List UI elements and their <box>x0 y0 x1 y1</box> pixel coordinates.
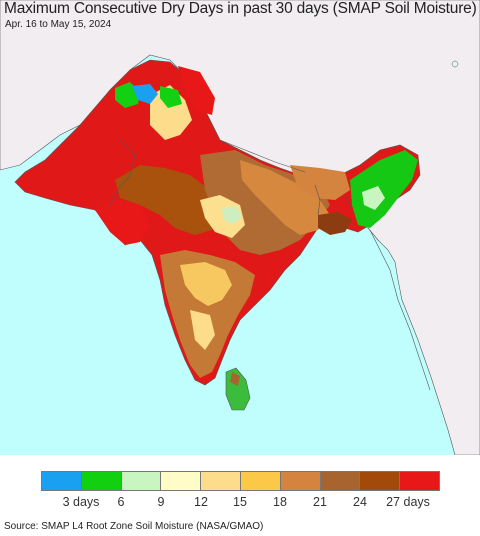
legend-label: 12 <box>194 495 208 509</box>
legend-label: 27 days <box>386 495 430 509</box>
legend-swatch <box>319 472 360 490</box>
peninsula-mix <box>160 250 255 378</box>
legend-label: 6 <box>117 495 125 509</box>
legend-label: 18 <box>273 495 287 509</box>
peninsula-light-2 <box>190 310 215 350</box>
dry-core-brown <box>115 165 220 235</box>
legend-labels: 3 days 6 9 12 15 18 21 24 27 days <box>41 495 440 511</box>
gujarat-red <box>95 200 150 245</box>
legend-label: 9 <box>157 495 165 509</box>
north-light <box>150 85 192 140</box>
legend-swatch <box>120 472 161 490</box>
kashmir-blue <box>132 84 158 104</box>
orange-band <box>240 160 330 235</box>
legend-swatch <box>42 472 81 490</box>
legend-label: 21 <box>313 495 327 509</box>
legend-colorbar <box>41 471 440 491</box>
legend-swatch <box>279 472 320 490</box>
peninsula-light <box>180 262 232 306</box>
legend-label: 15 <box>233 495 247 509</box>
legend-swatch <box>399 472 439 490</box>
bangladesh-coast <box>318 212 352 235</box>
east-orange <box>290 165 350 200</box>
legend-swatch <box>239 472 280 490</box>
sri-lanka-south <box>230 372 240 386</box>
lake-marker <box>451 60 459 68</box>
map-title: Maximum Consecutive Dry Days in past 30 … <box>4 0 477 17</box>
source-text: SMAP L4 Root Zone Soil Moisture (NASA/GM… <box>41 521 264 532</box>
kashmir-green-2 <box>160 86 182 108</box>
map-svg <box>0 0 480 455</box>
legend-label: 24 <box>353 495 367 509</box>
north-red <box>178 66 215 115</box>
legend-swatch <box>80 472 121 490</box>
legend-swatch <box>359 472 400 490</box>
date-range: Apr. 16 to May 15, 2024 <box>5 19 112 30</box>
legend-label: 3 days <box>62 495 100 509</box>
legend-swatch <box>200 472 240 490</box>
coast-burma <box>369 229 431 391</box>
northeast-green <box>350 150 418 228</box>
border-bangladesh <box>314 184 353 216</box>
border-pak-india <box>109 139 136 206</box>
central-pale-green <box>222 206 242 224</box>
legend-swatch <box>160 472 201 490</box>
map-area <box>0 0 480 455</box>
source-credit: Source: SMAP L4 Root Zone Soil Moisture … <box>4 521 264 532</box>
border-nepal <box>219 139 306 173</box>
northeast-light <box>362 186 385 210</box>
central-light <box>200 195 245 238</box>
